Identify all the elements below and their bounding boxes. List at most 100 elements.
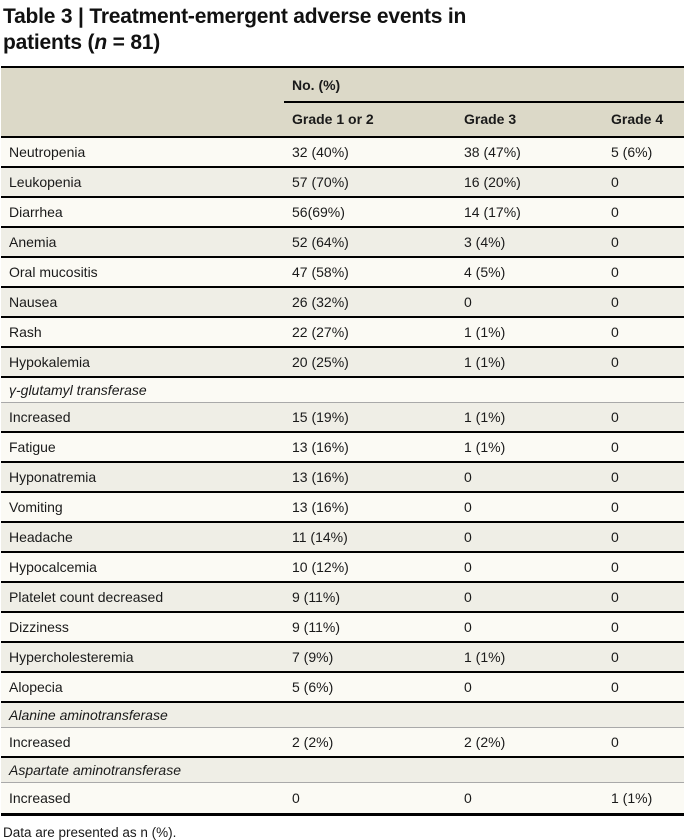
row-label: Nausea	[9, 294, 58, 310]
row-label: Increased	[9, 734, 71, 750]
grade-4-value: 0	[611, 619, 619, 635]
column-headers-row: Grade 1 or 2 Grade 3 Grade 4	[1, 103, 684, 136]
table-row: Headache 11 (14%) 0 0	[1, 523, 684, 553]
grade-1-2-value: 9 (11%)	[292, 589, 340, 605]
grade-3-value: 4 (5%)	[464, 264, 506, 280]
grade-4-value: 1 (1%)	[611, 790, 653, 806]
table-row: Hypercholesteremia 7 (9%) 1 (1%) 0	[1, 643, 684, 673]
grade-1-2-value: 11 (14%)	[292, 529, 348, 545]
table-header: No. (%) Grade 1 or 2 Grade 3 Grade 4	[1, 68, 684, 138]
grade-4-value: 0	[611, 174, 619, 190]
grade-3-value: 1 (1%)	[464, 649, 506, 665]
table-row: Oral mucositis 47 (58%) 4 (5%) 0	[1, 258, 684, 288]
table-row: Nausea 26 (32%) 0 0	[1, 288, 684, 318]
row-label: Alopecia	[9, 679, 63, 695]
table-row: Hyponatremia 13 (16%) 0 0	[1, 463, 684, 493]
table-row: Fatigue 13 (16%) 1 (1%) 0	[1, 433, 684, 463]
section-row: γ-glutamyl transferase	[1, 378, 684, 403]
table-title-line2-suffix: = 81)	[106, 30, 161, 54]
grade-3-value: 1 (1%)	[464, 324, 506, 340]
grade-3-value: 2 (2%)	[464, 734, 506, 750]
row-label: Hypokalemia	[9, 354, 90, 370]
grade-4-value: 0	[611, 294, 619, 310]
table-row: Increased 2 (2%) 2 (2%) 0	[1, 728, 684, 758]
row-label: Oral mucositis	[9, 264, 98, 280]
table-row: Anemia 52 (64%) 3 (4%) 0	[1, 228, 684, 258]
section-label: Aspartate aminotransferase	[9, 762, 181, 778]
grade-1-2-value: 2 (2%)	[292, 734, 334, 750]
table-body: Neutropenia 32 (40%) 38 (47%) 5 (6%) Leukope…	[1, 138, 684, 813]
table-row: Hypocalcemia 10 (12%) 0 0	[1, 553, 684, 583]
grade-4-value: 0	[611, 264, 619, 280]
table-row: Increased 15 (19%) 1 (1%) 0	[1, 403, 684, 433]
grade-3-value: 1 (1%)	[464, 354, 506, 370]
grade-3-value: 0	[464, 529, 472, 545]
grade-4-value: 0	[611, 354, 619, 370]
table-footnote: Data are presented as n (%).	[3, 825, 177, 840]
grade-3-value: 1 (1%)	[464, 439, 506, 455]
grade-1-2-value: 56(69%)	[292, 204, 345, 220]
grade-4-value: 0	[611, 204, 619, 220]
table-row: Alopecia 5 (6%) 0 0	[1, 673, 684, 703]
column-group-row: No. (%)	[1, 75, 684, 103]
column-header-grade-3: Grade 3	[464, 111, 517, 127]
section-row: Aspartate aminotransferase	[1, 758, 684, 783]
table-row: Leukopenia 57 (70%) 16 (20%) 0	[1, 168, 684, 198]
table-row: Rash 22 (27%) 1 (1%) 0	[1, 318, 684, 348]
row-label: Vomiting	[9, 499, 63, 515]
grade-1-2-value: 32 (40%)	[292, 144, 349, 160]
grade-3-value: 16 (20%)	[464, 174, 521, 190]
row-label: Rash	[9, 324, 42, 340]
grade-4-value: 0	[611, 469, 619, 485]
row-label: Hyponatremia	[9, 469, 97, 485]
grade-1-2-value: 0	[292, 790, 300, 806]
column-header-grade-1-2: Grade 1 or 2	[292, 111, 374, 127]
row-label: Hypercholesteremia	[9, 649, 134, 665]
row-label: Increased	[9, 790, 71, 806]
grade-1-2-value: 13 (16%)	[292, 499, 349, 515]
row-label: Anemia	[9, 234, 57, 250]
grade-3-value: 0	[464, 619, 472, 635]
corner-cell-2	[1, 103, 284, 136]
row-label: Increased	[9, 409, 71, 425]
grade-1-2-value: 9 (11%)	[292, 619, 340, 635]
table-title-line2-prefix: patients (	[3, 30, 95, 54]
grade-4-value: 0	[611, 559, 619, 575]
table-row: Dizziness 9 (11%) 0 0	[1, 613, 684, 643]
grade-4-value: 0	[611, 409, 619, 425]
grade-1-2-value: 22 (27%)	[292, 324, 349, 340]
grade-3-value: 0	[464, 589, 472, 605]
grade-1-2-value: 57 (70%)	[292, 174, 349, 190]
row-label: Neutropenia	[9, 144, 86, 160]
table-row: Platelet count decreased 9 (11%) 0 0	[1, 583, 684, 613]
grade-1-2-value: 15 (19%)	[292, 409, 349, 425]
row-label: Fatigue	[9, 439, 56, 455]
grade-4-value: 5 (6%)	[611, 144, 653, 160]
corner-cell	[1, 75, 284, 103]
grade-3-value: 0	[464, 294, 472, 310]
row-label: Headache	[9, 529, 73, 545]
grade-3-value: 14 (17%)	[464, 204, 521, 220]
row-label: Diarrhea	[9, 204, 63, 220]
table-row: Neutropenia 32 (40%) 38 (47%) 5 (6%)	[1, 138, 684, 168]
table-row: Hypokalemia 20 (25%) 1 (1%) 0	[1, 348, 684, 378]
grade-1-2-value: 26 (32%)	[292, 294, 349, 310]
adverse-events-table: No. (%) Grade 1 or 2 Grade 3 Grade 4 Neu…	[1, 66, 684, 816]
grade-4-value: 0	[611, 734, 619, 750]
table-row: Vomiting 13 (16%) 0 0	[1, 493, 684, 523]
grade-3-value: 3 (4%)	[464, 234, 506, 250]
grade-1-2-value: 10 (12%)	[292, 559, 349, 575]
table-row: Diarrhea 56(69%) 14 (17%) 0	[1, 198, 684, 228]
table-title-n-italic: n	[94, 30, 107, 54]
table-row: Increased 0 0 1 (1%)	[1, 783, 684, 813]
grade-3-value: 0	[464, 499, 472, 515]
grade-3-value: 0	[464, 679, 472, 695]
grade-4-value: 0	[611, 324, 619, 340]
grade-4-value: 0	[611, 529, 619, 545]
row-label: Platelet count decreased	[9, 589, 164, 605]
row-label: Dizziness	[9, 619, 69, 635]
grade-1-2-value: 7 (9%)	[292, 649, 334, 665]
grade-3-value: 38 (47%)	[464, 144, 521, 160]
column-group-header: No. (%)	[284, 75, 684, 103]
